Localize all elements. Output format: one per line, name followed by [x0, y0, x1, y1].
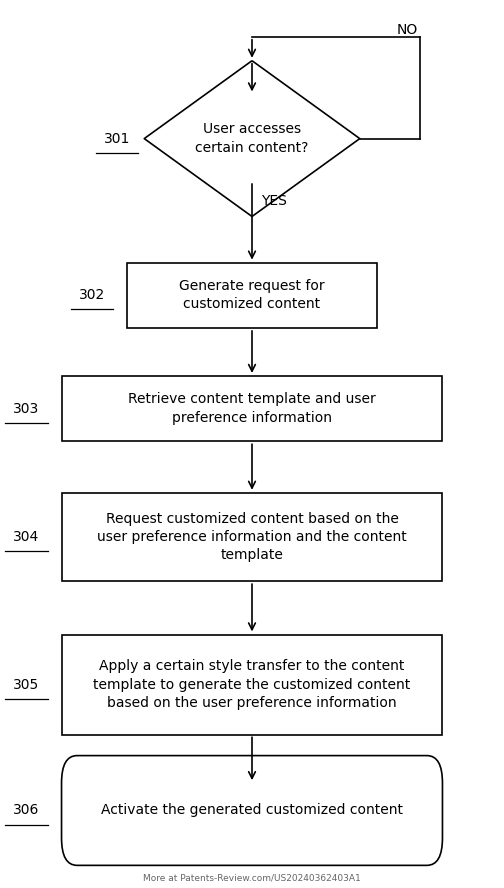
- Bar: [127, 263, 377, 328]
- Text: More at Patents-Review.com/US20240362403A1: More at Patents-Review.com/US20240362403…: [143, 873, 361, 882]
- Bar: [61, 493, 443, 582]
- Text: Apply a certain style transfer to the content
template to generate the customize: Apply a certain style transfer to the co…: [93, 660, 411, 710]
- Text: NO: NO: [397, 23, 418, 36]
- Text: Retrieve content template and user
preference information: Retrieve content template and user prefe…: [128, 392, 376, 424]
- Text: Activate the generated customized content: Activate the generated customized conten…: [101, 804, 403, 818]
- Text: 305: 305: [13, 678, 40, 692]
- FancyBboxPatch shape: [61, 756, 443, 866]
- Text: 303: 303: [13, 401, 40, 416]
- Text: 306: 306: [13, 804, 40, 818]
- Bar: [61, 377, 443, 441]
- Text: 301: 301: [103, 131, 130, 146]
- Text: 304: 304: [13, 530, 40, 544]
- Bar: [61, 635, 443, 734]
- Text: User accesses
certain content?: User accesses certain content?: [196, 123, 308, 155]
- Text: Generate request for
customized content: Generate request for customized content: [179, 279, 325, 312]
- Text: 302: 302: [79, 289, 105, 302]
- Text: Request customized content based on the
user preference information and the cont: Request customized content based on the …: [97, 511, 407, 562]
- Text: YES: YES: [261, 194, 287, 208]
